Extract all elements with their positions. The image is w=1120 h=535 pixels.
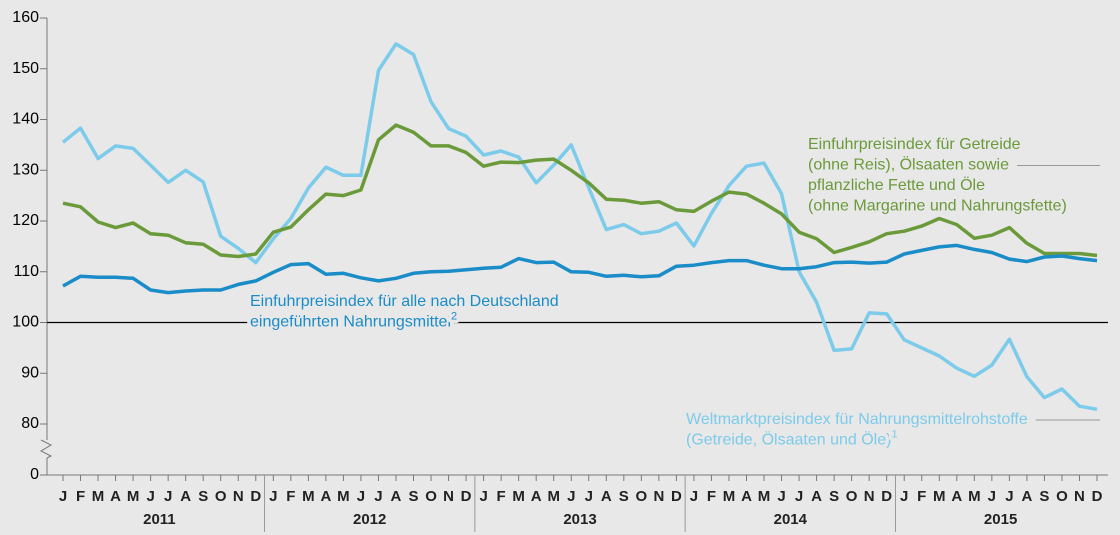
x-tick-label: S [829, 488, 839, 505]
series-label-line: pflanzliche Fette und Öle [808, 176, 985, 194]
y-tick-label: 120 [12, 212, 39, 229]
year-label: 2014 [774, 511, 808, 528]
x-tick-label: A [180, 488, 191, 505]
x-tick-label: D [881, 488, 892, 505]
x-tick-label: S [409, 488, 419, 505]
y-tick-label: 140 [12, 111, 39, 128]
x-tick-label: D [461, 488, 472, 505]
x-tick-label: J [357, 488, 365, 505]
series-label: pflanzliche Fette und Öle [808, 176, 985, 194]
x-tick-label: O [846, 488, 858, 505]
x-tick-label: J [164, 488, 172, 505]
x-tick-label: J [585, 488, 593, 505]
y-tick-label: 110 [13, 263, 39, 280]
x-tick-label: J [795, 488, 803, 505]
x-tick-label: J [269, 488, 277, 505]
x-tick-label: J [374, 488, 382, 505]
x-tick-label: N [233, 488, 244, 505]
x-tick-label: D [250, 488, 261, 505]
series-label: (Getreide, Ölsaaten und Öle)1 [686, 428, 898, 448]
x-tick-label: M [758, 488, 771, 505]
x-tick-label: A [391, 488, 402, 505]
series-label-line: Einfuhrpreisindex für Getreide [808, 136, 1021, 153]
year-label: 2011 [143, 511, 176, 528]
x-tick-label: N [864, 488, 875, 505]
x-tick-label: S [198, 488, 208, 505]
x-tick-label: M [127, 488, 140, 505]
series-label-line: (ohne Margarine und Nahrungsfette) [808, 198, 1067, 215]
x-tick-label: M [302, 488, 315, 505]
x-tick-label: N [1074, 488, 1085, 505]
series-line [62, 243, 1098, 295]
x-tick-label: O [425, 488, 437, 505]
series-label-line: eingeführten Nahrungsmittel [250, 314, 451, 331]
x-tick-label: J [479, 488, 487, 505]
x-tick-label: S [1039, 488, 1049, 505]
series-label: Einfuhrpreisindex für Getreide [808, 136, 1021, 153]
series-label: Weltmarktpreisindex für Nahrungsmittelro… [686, 411, 1028, 428]
y-tick-label: 130 [12, 161, 39, 178]
y-tick-label: 160 [12, 9, 39, 26]
x-tick-label: J [988, 488, 996, 505]
x-tick-label: M [512, 488, 525, 505]
x-tick-label: F [707, 488, 716, 505]
y-tick-label: 150 [12, 60, 39, 77]
x-tick-label: F [76, 488, 85, 505]
y-tick-label: 100 [12, 314, 39, 331]
x-tick-label: M [92, 488, 105, 505]
series-label-line: (ohne Reis), Ölsaaten sowie [808, 156, 1009, 174]
x-tick-label: J [900, 488, 908, 505]
x-tick-label: M [933, 488, 946, 505]
x-tick-label: J [567, 488, 575, 505]
axis-break [39, 439, 53, 459]
x-tick-label: M [968, 488, 981, 505]
year-label: 2012 [353, 511, 386, 528]
x-tick-label: A [320, 488, 331, 505]
x-tick-label: M [337, 488, 350, 505]
y-tick-label: 0 [30, 466, 39, 483]
series-line [62, 123, 1098, 259]
year-label: 2013 [563, 511, 596, 528]
series-label: eingeführten Nahrungsmittel2 [250, 310, 457, 330]
series-label-line: (Getreide, Ölsaaten und Öle) [686, 431, 891, 449]
year-label: 2015 [984, 511, 1017, 528]
series-label: (ohne Reis), Ölsaaten sowie [808, 156, 1009, 174]
footnote-mark: 1 [891, 428, 897, 440]
x-tick-label: F [917, 488, 926, 505]
series-label: (ohne Margarine und Nahrungsfette) [808, 198, 1067, 215]
x-tick-label: J [1005, 488, 1013, 505]
x-tick-label: N [653, 488, 664, 505]
x-tick-label: A [951, 488, 962, 505]
x-tick-label: A [531, 488, 542, 505]
y-tick-label: 80 [21, 415, 39, 432]
series-label-line: Weltmarktpreisindex für Nahrungsmittelro… [686, 411, 1028, 428]
x-tick-label: O [1056, 488, 1068, 505]
x-tick-label: A [601, 488, 612, 505]
x-tick-label: O [636, 488, 648, 505]
x-tick-label: S [619, 488, 629, 505]
x-tick-label: J [690, 488, 698, 505]
series-line [61, 42, 1098, 412]
x-tick-label: N [443, 488, 454, 505]
x-tick-label: J [777, 488, 785, 505]
x-tick-label: A [741, 488, 752, 505]
y-tick-label: 90 [21, 364, 39, 381]
series-label: Einfuhrpreisindex für alle nach Deutschl… [250, 293, 559, 310]
x-tick-label: J [146, 488, 154, 505]
x-tick-label: M [723, 488, 736, 505]
x-tick-label: O [215, 488, 227, 505]
footnote-mark: 2 [451, 310, 457, 322]
x-tick-label: A [811, 488, 822, 505]
x-tick-label: J [59, 488, 67, 505]
x-tick-label: A [110, 488, 121, 505]
x-tick-label: A [1021, 488, 1032, 505]
x-tick-label: D [671, 488, 682, 505]
x-tick-label: D [1092, 488, 1103, 505]
series-label-line: Einfuhrpreisindex für alle nach Deutschl… [250, 293, 559, 310]
x-tick-label: F [497, 488, 506, 505]
x-tick-label: F [286, 488, 295, 505]
x-tick-label: M [547, 488, 560, 505]
